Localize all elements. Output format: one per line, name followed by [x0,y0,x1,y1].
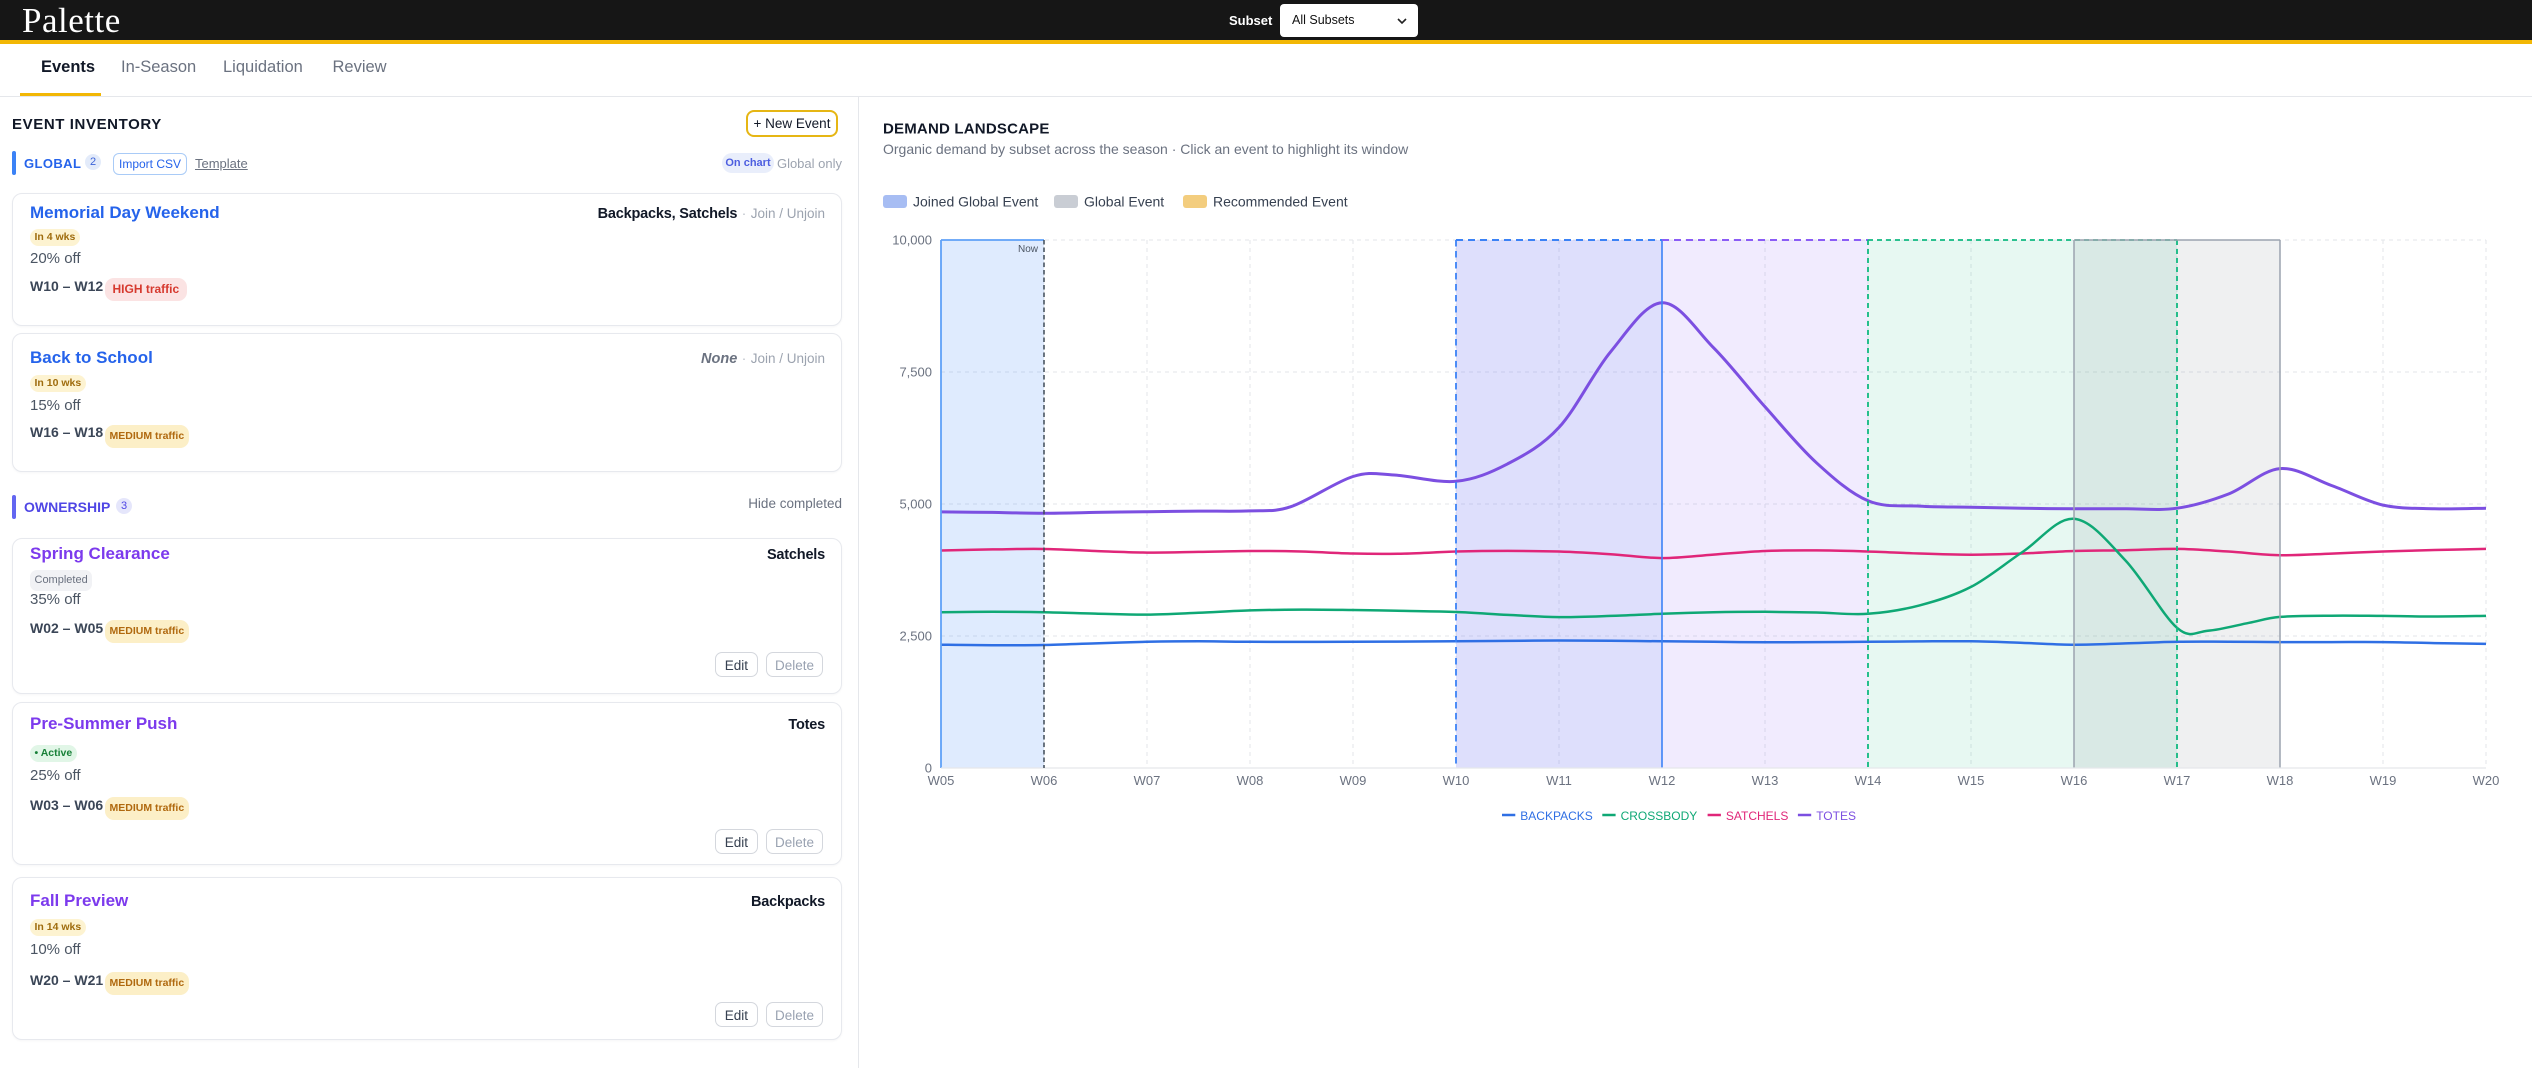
svg-text:CROSSBODY: CROSSBODY [1621,809,1698,823]
svg-text:W15: W15 [1958,773,1985,788]
svg-text:W10: W10 [1443,773,1470,788]
svg-text:SATCHELS: SATCHELS [1726,809,1788,823]
svg-text:2,500: 2,500 [899,629,932,644]
svg-text:W20: W20 [2473,773,2500,788]
svg-text:DEMAND LANDSCAPE: DEMAND LANDSCAPE [883,121,1050,138]
svg-text:Now: Now [1018,244,1039,255]
svg-text:Organic demand by subset acros: Organic demand by subset across the seas… [883,141,1409,157]
svg-text:W18: W18 [2267,773,2294,788]
svg-text:Global Event: Global Event [1084,194,1164,210]
svg-text:W05: W05 [928,773,955,788]
svg-text:W09: W09 [1340,773,1367,788]
svg-text:W12: W12 [1649,773,1676,788]
svg-text:W07: W07 [1134,773,1161,788]
svg-text:TOTES: TOTES [1816,809,1856,823]
svg-text:W13: W13 [1752,773,1779,788]
svg-text:Joined Global Event: Joined Global Event [913,194,1038,210]
svg-text:5,000: 5,000 [899,497,932,512]
svg-text:W08: W08 [1237,773,1264,788]
svg-text:W16: W16 [2061,773,2088,788]
svg-text:0: 0 [925,761,932,776]
svg-text:W19: W19 [2370,773,2397,788]
svg-text:W11: W11 [1546,773,1572,788]
svg-text:10,000: 10,000 [892,233,932,248]
svg-text:Recommended Event: Recommended Event [1213,194,1348,210]
svg-text:7,500: 7,500 [899,365,932,380]
svg-text:W14: W14 [1855,773,1882,788]
svg-text:W06: W06 [1031,773,1058,788]
svg-text:BACKPACKS: BACKPACKS [1520,809,1592,823]
svg-text:W17: W17 [2164,773,2191,788]
